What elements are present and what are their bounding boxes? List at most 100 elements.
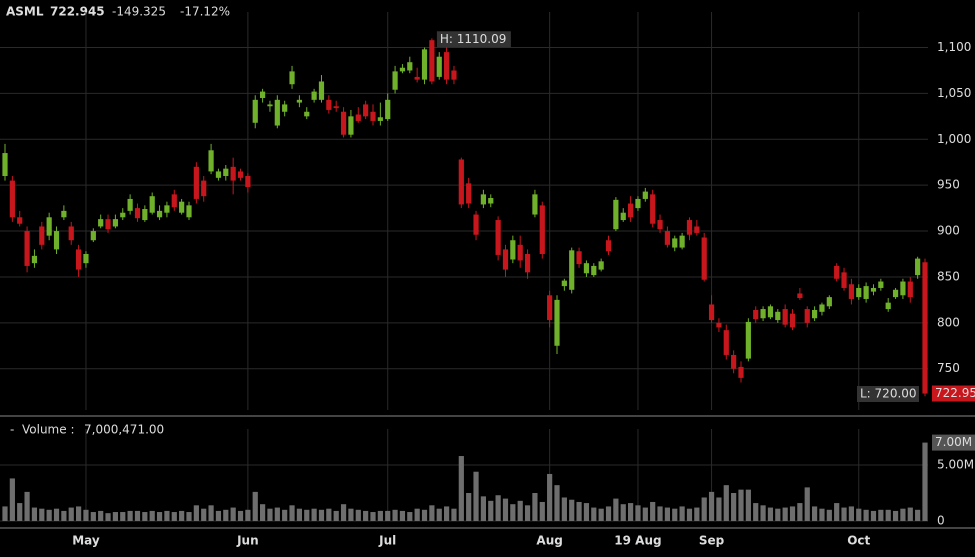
candle-body [517,244,523,261]
candle-body [694,226,700,233]
candle-body [797,293,803,299]
candle-body [53,231,60,250]
candle-body [245,176,251,188]
volume-bar [605,506,612,521]
candle-body [878,281,884,288]
candle-body [672,238,678,248]
volume-bar [517,500,523,521]
volume-bar [635,505,641,521]
volume-bar [856,508,862,521]
volume-bar [105,513,111,521]
volume-bar [223,509,229,521]
volume-last-label: 7.00M [935,435,972,449]
candle-body [311,91,317,100]
candle-body [598,261,604,270]
candle-body [488,198,494,204]
candle-body [804,309,810,323]
volume-bar [539,501,545,521]
candle-body [466,183,472,204]
volume-bar [495,495,501,521]
volume-bar [819,508,825,521]
volume-bar [524,505,531,521]
candle-body [421,49,428,80]
candle-body [186,205,192,218]
candle-body [120,212,126,218]
volume-value: 7,000,471.00 [84,423,164,437]
candle-body [708,304,715,321]
volume-bar [68,507,74,521]
candle-body [583,263,590,274]
volume-bar [399,510,406,521]
candle-body [105,219,111,230]
volume-bar [215,510,222,521]
volume-bar [245,509,251,521]
volume-bar [664,507,670,521]
candle-body [436,56,442,77]
volume-bar [834,503,840,521]
x-tick-label: Jun [236,534,259,548]
candle-body [68,226,74,241]
y-tick-label: 900 [937,224,960,238]
volume-bar [112,512,118,521]
volume-bar [436,508,442,521]
volume-bar [252,491,258,521]
candle-body [252,99,258,123]
volume-bar [620,504,626,521]
collapse-icon[interactable]: - [10,423,14,437]
volume-bar [98,510,104,521]
candle-body [127,198,133,211]
volume-bar [731,493,737,521]
volume-bar [363,510,369,521]
volume-bar [179,510,185,521]
y-tick-label: 750 [937,361,960,375]
candle-body [134,208,141,219]
candle-body [664,231,670,245]
x-tick-label: Sep [699,534,725,548]
volume-bar [355,509,361,521]
volume-bar [708,491,715,521]
volume-bar [340,504,347,521]
volume-bar [488,500,494,521]
last-price-box [932,385,975,402]
candle-body [753,309,759,320]
volume-bar [296,508,302,521]
candle-body [856,287,862,298]
volume-bar [885,509,891,521]
y-tick-label: 5.00M [937,458,974,472]
volume-bar [83,509,89,521]
candle-body [46,217,52,236]
volume-bar [598,508,604,521]
candle-body [164,205,170,213]
volume-bar [171,512,177,521]
volume-bar [444,506,450,521]
volume-bar [318,509,325,521]
candle-body [495,220,501,255]
volume-bar [421,509,428,521]
candle-body [355,114,361,121]
candle-body [296,99,302,103]
volume-bar [208,505,214,521]
candle-body [112,219,118,227]
volume-bar [127,510,133,521]
candle-body [826,297,832,307]
candle-body [208,150,214,172]
candle-body [591,265,597,276]
volume-bar [745,489,751,521]
volume-bar [738,489,744,521]
volume-bar [76,506,82,521]
volume-bar [333,510,339,521]
candle-body [370,111,376,121]
candle-body [841,272,847,288]
y-tick-label: 800 [937,315,960,329]
candle-body [789,313,796,328]
candle-body [156,210,163,218]
volume-bar [230,507,236,521]
volume-bar [267,508,273,521]
volume-bar [377,510,383,521]
volume-bar [701,497,707,521]
volume-bar [142,512,148,521]
candle-body [2,153,8,176]
change: -149.325 [112,5,166,19]
y-tick-label: 0 [937,514,945,528]
volume-bar [348,508,354,521]
